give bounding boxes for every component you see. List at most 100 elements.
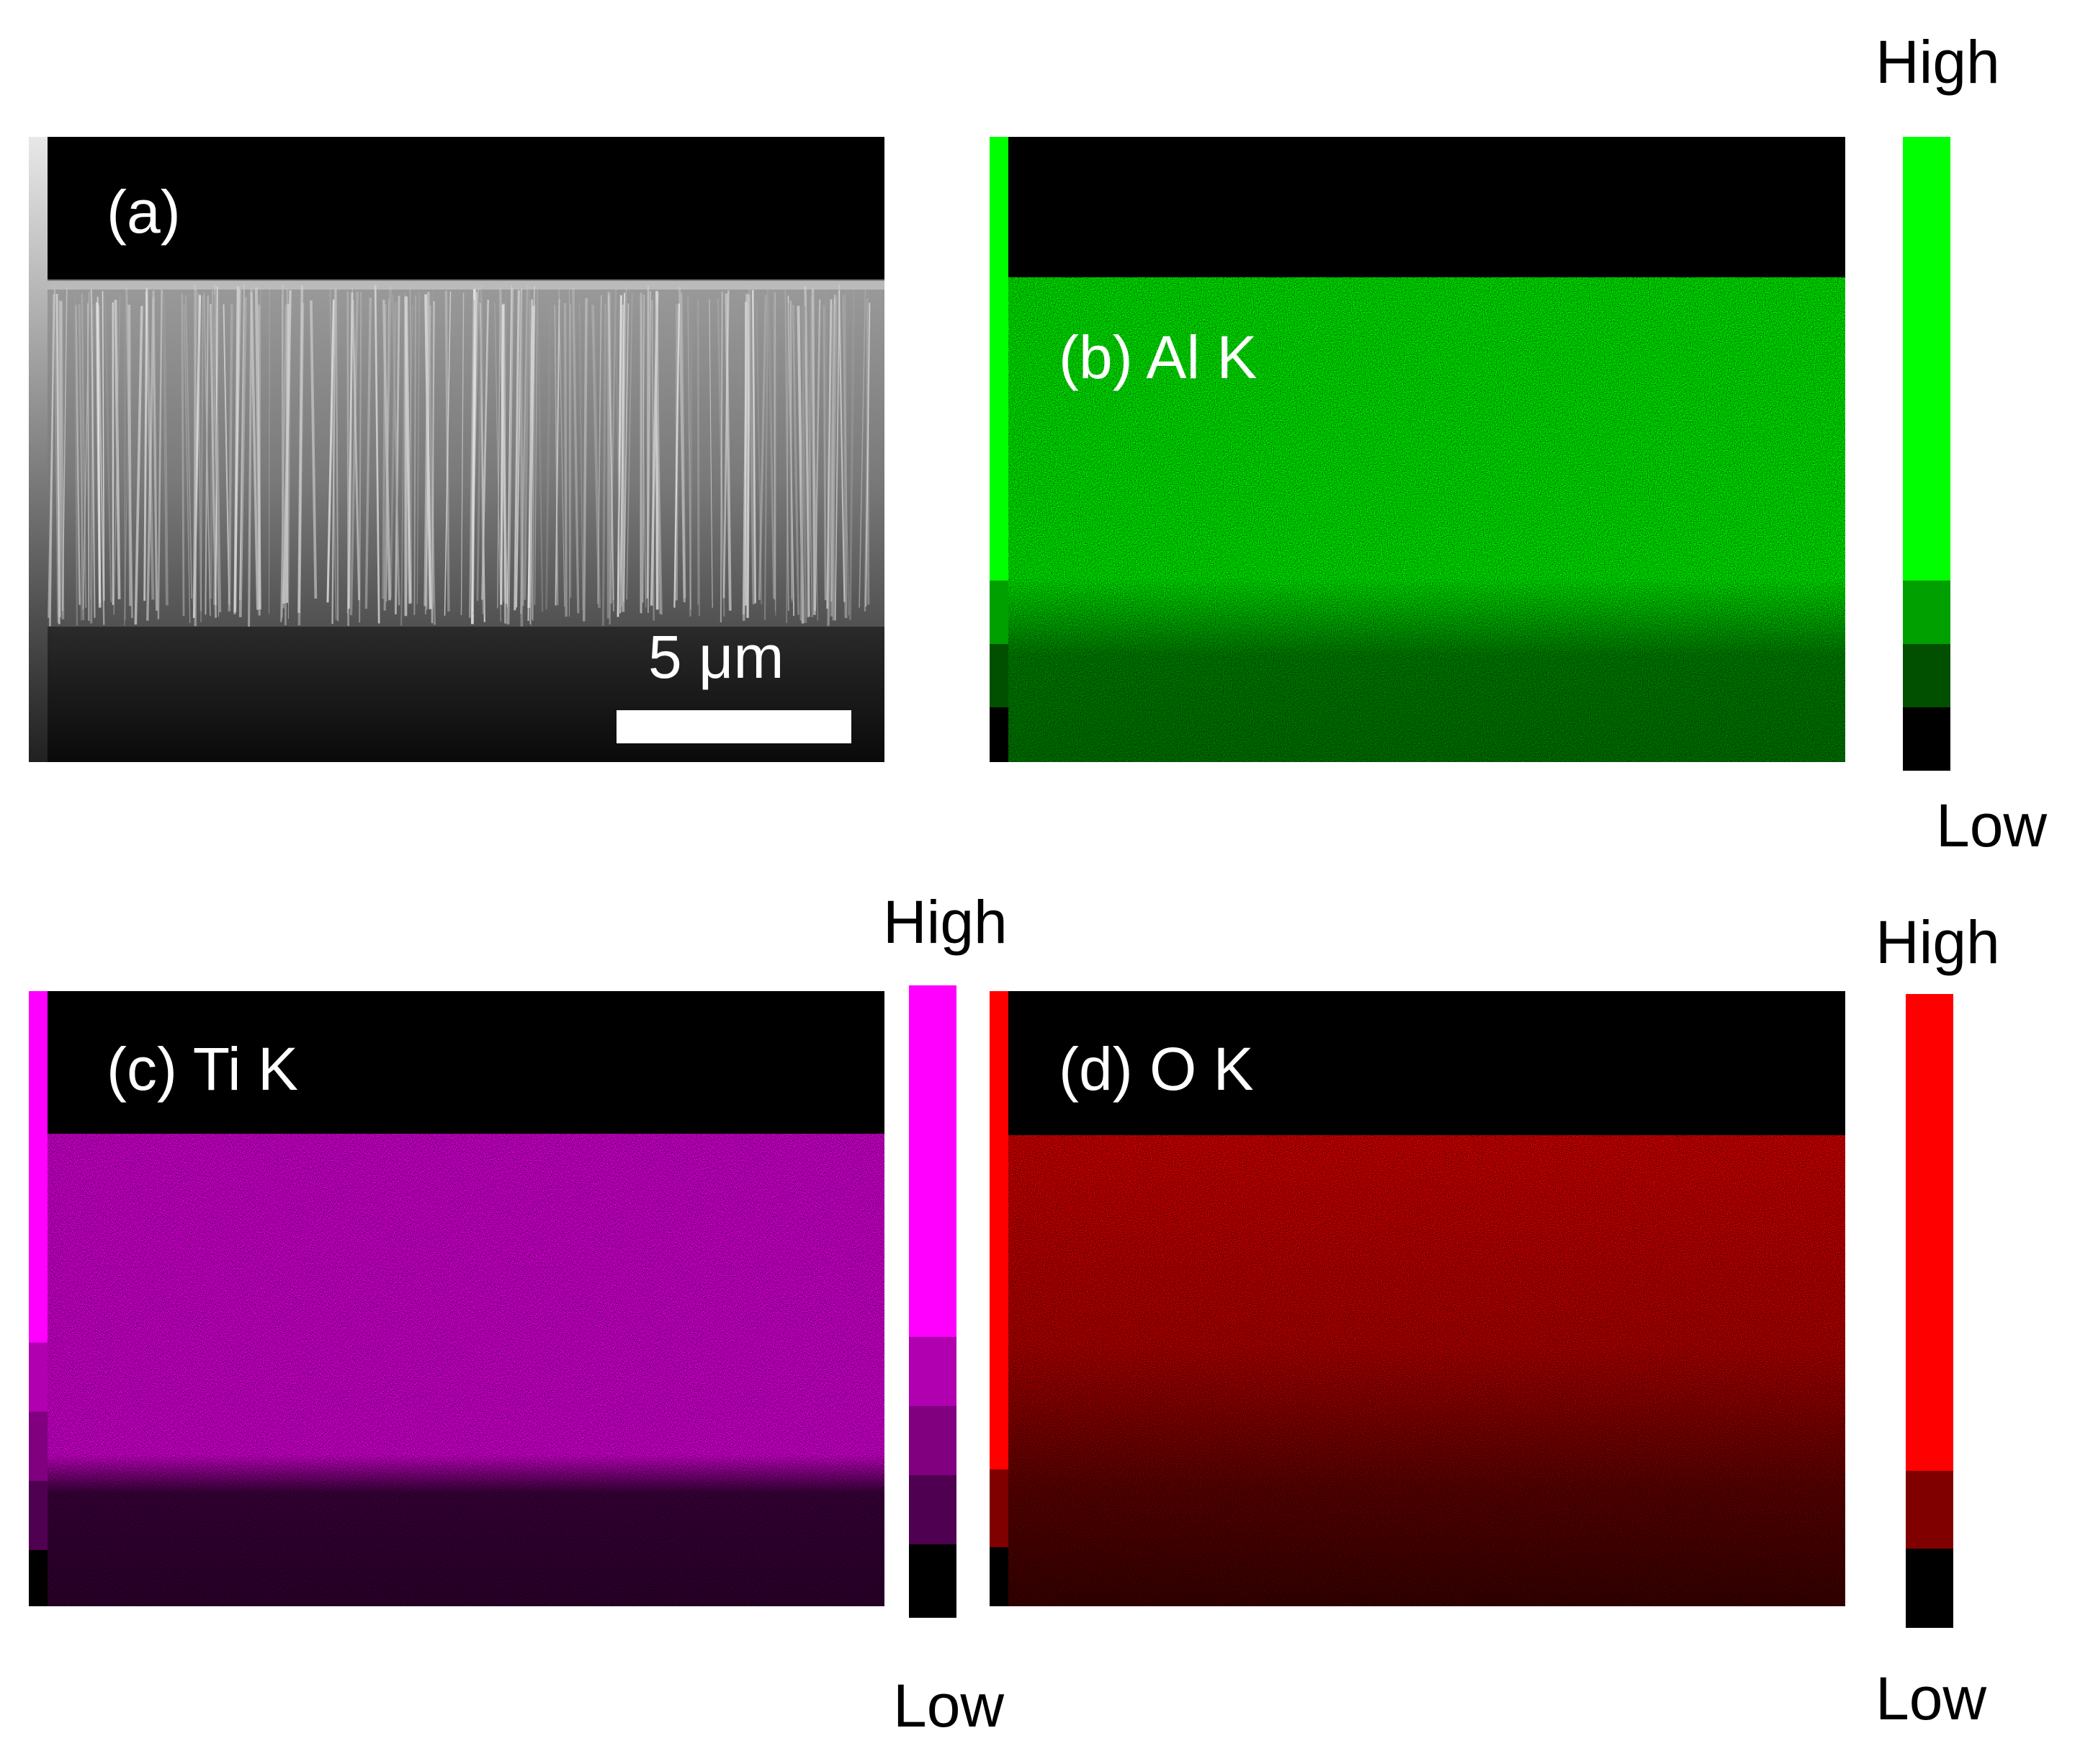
nanowire (250, 292, 259, 610)
nanowire (113, 295, 121, 615)
colorbar-c-low-label: Low (893, 1672, 1005, 1740)
panel-d-label: (d) O K (1059, 1035, 1254, 1103)
al-map-panel: (b) Al K (990, 137, 1845, 762)
nanowire (814, 299, 821, 612)
nanowire (157, 290, 163, 619)
nanowire (563, 303, 568, 617)
nanowire (213, 285, 222, 612)
nanowire (545, 297, 552, 610)
nanowire (520, 285, 529, 614)
panel-c-label: (c) Ti K (107, 1035, 298, 1103)
nanowire (181, 294, 185, 617)
nanowire (297, 285, 304, 613)
nanowire (472, 292, 478, 612)
nanowire (621, 286, 627, 607)
nanowire (423, 292, 430, 606)
nanowire (834, 285, 841, 621)
nanowire (799, 305, 806, 621)
nanowire (183, 304, 191, 624)
nanowire (394, 295, 400, 614)
nanowire (254, 287, 262, 610)
nanowire (392, 294, 400, 606)
al-k-map (990, 137, 1845, 762)
nanowire (374, 285, 380, 624)
scale-bar-label: 5 μm (648, 623, 784, 691)
nanowire (413, 295, 416, 615)
nanowire (331, 288, 336, 624)
nanowire (102, 291, 105, 601)
nanowire (865, 303, 871, 607)
nanowire (95, 302, 102, 608)
nanowire (784, 290, 789, 611)
nanowire (555, 299, 560, 606)
nanowire (90, 289, 96, 618)
nanowire (651, 300, 655, 621)
nanowire (558, 287, 565, 607)
nanowire (212, 303, 220, 606)
nanowire (223, 304, 230, 605)
nanowire (748, 285, 755, 604)
nanowire (203, 292, 211, 616)
sem-image-panel: (a) 5 μm (29, 137, 884, 762)
nanowire (97, 305, 105, 625)
nanowire (404, 296, 412, 604)
nanowire (529, 300, 533, 619)
sem-nanowire-image (29, 137, 884, 762)
nanowire-top-edge (48, 279, 884, 290)
nanowire (382, 299, 391, 601)
nanowire (389, 302, 397, 599)
nanowire (248, 288, 253, 627)
nanowire (763, 289, 769, 621)
nanowire (78, 304, 85, 620)
nanowire (582, 297, 588, 622)
ti-map-panel: (c) Ti K (29, 991, 884, 1606)
colorbar-b-high-label: High (1875, 28, 2000, 96)
nanowire (104, 288, 112, 602)
nanowire (197, 292, 202, 612)
panel-b-edge-stripe (990, 137, 1008, 762)
nanowire (746, 294, 750, 618)
nanowire (609, 293, 614, 600)
nanowire (152, 297, 158, 611)
ti-k-map (29, 991, 884, 1606)
nanowire (506, 285, 512, 607)
nanowire (497, 290, 501, 609)
nanowire (469, 300, 475, 618)
nanowire (49, 294, 55, 627)
nanowire (287, 303, 291, 619)
nanowire (143, 287, 148, 601)
nanowire (647, 291, 651, 613)
nanowire (431, 292, 435, 607)
nanowire (54, 285, 58, 623)
panel-d-edge-stripe (990, 991, 1008, 1606)
nanowire (687, 296, 692, 610)
colorbar-c-high-label: High (883, 888, 1008, 956)
nanowire (347, 292, 354, 609)
nanowire (529, 286, 532, 626)
nanowire (74, 305, 81, 605)
nanowire (284, 288, 289, 625)
nanowire (351, 299, 361, 601)
o-k-map (990, 991, 1845, 1606)
nanowire (614, 287, 622, 612)
nanowire (859, 287, 866, 608)
nanowire (444, 291, 452, 616)
nanowire (460, 292, 465, 615)
nanowire (431, 300, 435, 624)
nanowire (823, 305, 827, 601)
nanowire (697, 300, 701, 616)
nanowire (811, 290, 818, 621)
scale-bar (617, 710, 851, 743)
colorbar-d-low-label: Low (1875, 1665, 1987, 1732)
colorbar-d-high-label: High (1875, 908, 2000, 976)
nanowire (506, 287, 514, 624)
nanowire (758, 295, 767, 600)
nanowire (804, 286, 810, 617)
nanowire (86, 303, 90, 621)
nanowire (537, 285, 544, 612)
nanowire (409, 287, 413, 603)
nanowire (532, 304, 536, 621)
nanowire (646, 285, 650, 599)
nanowire (601, 303, 607, 626)
nanowire (444, 290, 450, 612)
